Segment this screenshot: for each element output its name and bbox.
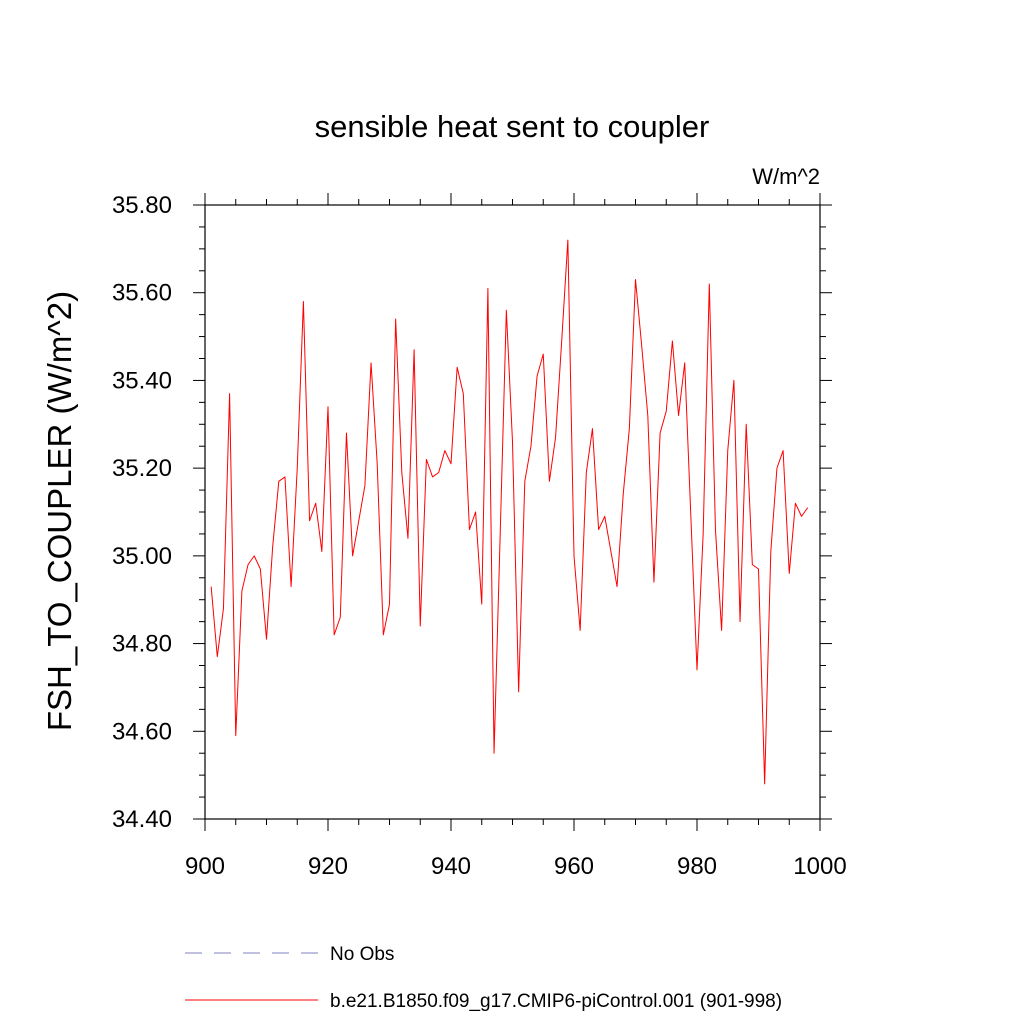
axis-tick-labels: 34.40 34.60 34.80 35.00 35.20 35.40 35.60 35.80… [112, 192, 847, 880]
legend-label: b.e21.B1850.f09_g17.CMIP6-piControl.001 … [330, 991, 782, 1012]
y-tick-label: 35.80 [112, 192, 172, 219]
y-tick-label: 35.00 [112, 543, 172, 570]
y-tick-label: 34.40 [112, 806, 172, 833]
x-tick-label: 900 [185, 853, 225, 880]
axis-ticks [193, 193, 832, 831]
x-tick-label: 940 [431, 853, 471, 880]
chart-title: sensible heat sent to coupler [315, 109, 710, 144]
x-tick-label: 980 [677, 853, 717, 880]
y-axis-title: FSH_TO_COUPLER (W/m^2) [41, 291, 78, 731]
y-tick-label: 35.60 [112, 280, 172, 307]
legend-label: No Obs [330, 944, 394, 965]
x-tick-label: 1000 [793, 853, 846, 880]
y-tick-label: 34.60 [112, 718, 172, 745]
y-tick-label: 35.20 [112, 455, 172, 482]
plot-border [204, 204, 821, 820]
legend: No Obs b.e21.B1850.f09_g17.CMIP6-piContro… [185, 944, 782, 1012]
units-label: W/m^2 [752, 164, 820, 189]
y-tick-label: 34.80 [112, 631, 172, 658]
y-tick-label: 35.40 [112, 367, 172, 394]
series-layer [210, 239, 809, 785]
x-tick-label: 960 [554, 853, 594, 880]
x-tick-label: 920 [308, 853, 348, 880]
plot-frame [204, 204, 821, 820]
series-line [210, 239, 809, 785]
